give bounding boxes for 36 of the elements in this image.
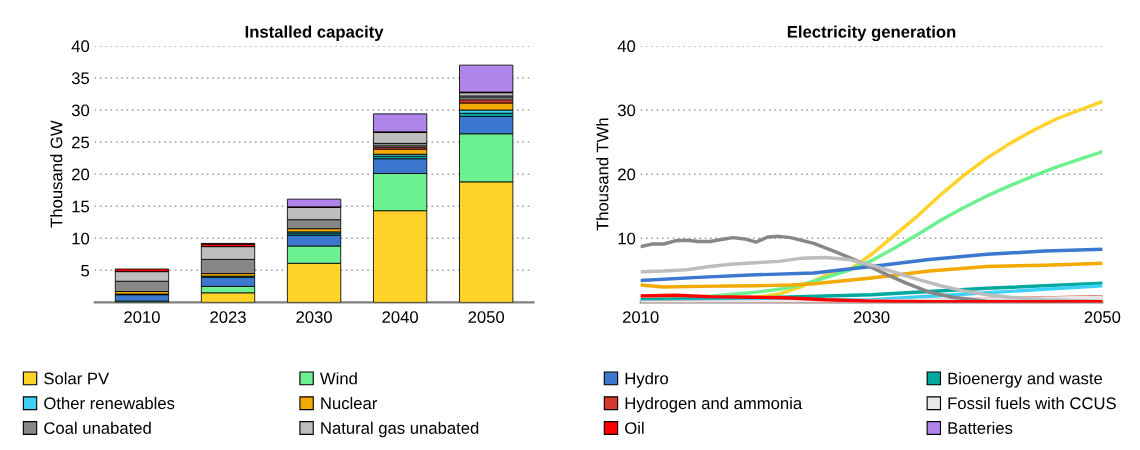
legend-label: Nuclear xyxy=(321,396,378,410)
y-tick-label: 40 xyxy=(617,40,636,53)
y-tick-label: 20 xyxy=(618,168,636,181)
legend-label: Natural gas unabated xyxy=(321,421,479,438)
x-tick-label: 2030 xyxy=(296,311,332,323)
x-tick-label: 2040 xyxy=(382,311,419,323)
chart-title: Installed capacity xyxy=(245,25,384,42)
y-axis-title: Thousand TWh xyxy=(596,118,609,231)
legend-label: Batteries xyxy=(948,421,1013,434)
legend-label: Oil xyxy=(625,421,644,434)
legend-label: Coal unabated xyxy=(44,421,151,434)
legend-label: Solar PV xyxy=(44,372,110,385)
chart-title: Electricity generation xyxy=(787,25,956,42)
y-tick-label: 15 xyxy=(72,200,90,213)
y-tick-label: 35 xyxy=(71,72,90,85)
y-tick-label: 30 xyxy=(71,104,90,117)
y-tick-label: 5 xyxy=(81,264,90,277)
y-tick-label: 10 xyxy=(618,232,636,245)
x-tick-label: 2010 xyxy=(124,311,160,323)
y-tick-label: 10 xyxy=(72,232,90,245)
y-tick-label: 25 xyxy=(72,136,90,149)
x-tick-label: 2023 xyxy=(210,311,246,323)
x-tick-label: 2050 xyxy=(1084,311,1121,323)
legend-label: Other renewables xyxy=(44,396,175,410)
legend-label: Wind xyxy=(319,372,357,385)
legend-label: Hydrogen and ammonia xyxy=(625,396,803,413)
legend-label: Fossil fuels with CCUS xyxy=(948,396,1116,410)
x-tick-label: 2050 xyxy=(468,311,505,323)
legend-label: Bioenergy and waste xyxy=(948,372,1103,388)
y-tick-label: 30 xyxy=(617,104,636,117)
x-tick-label: 2030 xyxy=(853,311,890,323)
legend-label: Hydro xyxy=(625,372,669,388)
y-axis-title: Thousand GW xyxy=(50,120,63,228)
y-tick-label: 40 xyxy=(71,40,90,53)
x-tick-label: 2010 xyxy=(622,311,659,323)
y-tick-label: 20 xyxy=(72,168,90,181)
